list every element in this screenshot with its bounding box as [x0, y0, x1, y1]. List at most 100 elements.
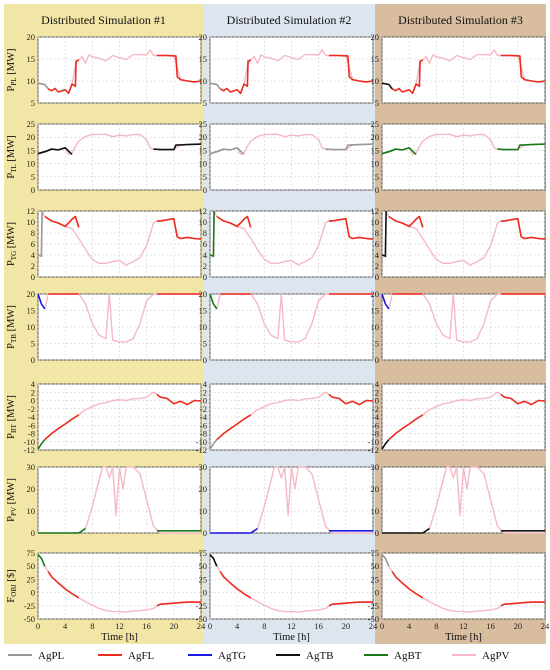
y-tick-label: -4 [372, 412, 380, 422]
y-tick-label: 0 [31, 528, 35, 538]
series-line-AgTB [209, 554, 218, 567]
column-title: Distributed Simulation #2 [227, 13, 352, 27]
y-tick-label: 8 [375, 228, 379, 238]
x-tick-label: 8 [434, 621, 438, 631]
y-tick-label: 0 [31, 185, 35, 195]
series-line-AgPL [37, 210, 43, 258]
y-tick-label: 10 [27, 159, 36, 169]
series-line-AgFL [216, 414, 252, 441]
series-line-AgTG [381, 293, 390, 310]
subplot: 0 10 20 30 [371, 462, 546, 538]
series-line-AgTB [37, 148, 52, 155]
y-tick-label: 2 [31, 261, 35, 271]
series-line-AgTG [37, 293, 46, 310]
x-tick-label: 8 [262, 621, 266, 631]
x-axis-label: Time [h] [273, 632, 310, 643]
series-line-AgPL [381, 554, 390, 567]
y-tick-label: 0 [375, 528, 379, 538]
x-tick-label: 8 [90, 621, 94, 631]
y-tick-label: 12 [199, 206, 208, 216]
y-tick-label: 20 [27, 484, 36, 494]
y-tick-label: 15 [371, 54, 380, 64]
y-tick-label: 25 [27, 119, 36, 129]
series-line-AgPV [382, 466, 545, 534]
series-line-AgFL [47, 571, 80, 599]
y-tick-label: 0 [375, 396, 379, 406]
legend-label: AgPL [38, 650, 65, 662]
y-tick-label: 10 [199, 159, 208, 169]
subplot: 0 5 10 15 20 25 [199, 119, 374, 195]
series-line-AgBT [37, 439, 46, 450]
x-tick-label: 4 [407, 621, 412, 631]
column-title: Distributed Simulation #3 [398, 13, 523, 27]
y-tick-label: 10 [371, 76, 380, 86]
y-tick-label: 6 [375, 239, 379, 249]
series-line-AgFL [388, 414, 424, 441]
x-tick-label: 4 [235, 621, 240, 631]
y-tick-label: 0 [31, 355, 35, 365]
x-tick-label: 0 [380, 621, 384, 631]
x-tick-label: 20 [170, 621, 179, 631]
x-tick-label: 16 [486, 621, 495, 631]
y-tick-label: -25 [196, 601, 207, 611]
y-tick-label: 10 [371, 322, 380, 332]
y-tick-label: 0 [31, 396, 35, 406]
subplot: 0 5 10 15 20 25 [27, 119, 202, 195]
y-tick-label: -12 [196, 445, 207, 455]
y-tick-label: 2 [375, 261, 379, 271]
series-line-AgPV [38, 466, 201, 534]
series-line-AgFL [156, 393, 202, 406]
legend-item: AgPL [8, 650, 65, 662]
y-tick-label: 75 [27, 548, 36, 558]
y-tick-label: 4 [203, 379, 208, 389]
series-line-AgFL [47, 59, 80, 95]
y-tick-label: 15 [27, 54, 36, 64]
series-line-AgFL [500, 54, 546, 83]
x-tick-label: 24 [541, 621, 550, 631]
series-line-AgFL [500, 601, 545, 607]
y-tick-label: 0 [203, 185, 207, 195]
y-tick-label: 20 [371, 32, 380, 42]
y-tick-label: 5 [203, 172, 207, 182]
series-line-AgTB [381, 210, 387, 258]
series-line-AgPV [210, 466, 373, 534]
y-tick-label: 0 [31, 272, 35, 282]
y-tick-label: 0 [203, 396, 207, 406]
x-axis-label: Time [h] [101, 632, 138, 643]
subplot: 5 10 15 20 [371, 32, 546, 108]
x-tick-label: 12 [115, 621, 124, 631]
y-tick-label: 20 [371, 132, 380, 142]
series-line-AgFL [156, 54, 202, 83]
y-tick-label: 6 [31, 239, 35, 249]
series-line-AgFL [328, 393, 374, 406]
legend-label: AgPV [482, 650, 510, 662]
y-tick-label: 20 [199, 289, 208, 299]
x-tick-label: 16 [314, 621, 323, 631]
series-line-AgPL [37, 82, 49, 90]
y-tick-label: 15 [371, 306, 380, 316]
series-line-AgFL [219, 59, 252, 95]
subplot: 0 5 10 15 20 [27, 289, 202, 365]
y-tick-label: 30 [199, 462, 208, 472]
y-axis-label: PTL [MW] [6, 135, 18, 178]
y-tick-label: 50 [27, 561, 36, 571]
y-axis-label: PTG [MW] [6, 222, 18, 266]
y-axis-label: PPL [MW] [6, 49, 18, 92]
series-line-AgTB [381, 82, 393, 90]
y-tick-label: 20 [199, 484, 208, 494]
y-tick-label: -10 [24, 437, 35, 447]
y-axis-label: FOBJ [$] [6, 569, 18, 602]
y-tick-label: 0 [375, 588, 379, 598]
y-tick-label: 8 [31, 228, 35, 238]
x-tick-label: 24 [197, 621, 206, 631]
series-line-AgBT [381, 148, 396, 155]
y-tick-label: 10 [199, 76, 208, 86]
subplot: 0 10 20 30 [27, 462, 202, 538]
y-tick-label: 8 [203, 228, 207, 238]
y-tick-label: 30 [371, 462, 380, 472]
series-line-AgFL [216, 215, 252, 228]
